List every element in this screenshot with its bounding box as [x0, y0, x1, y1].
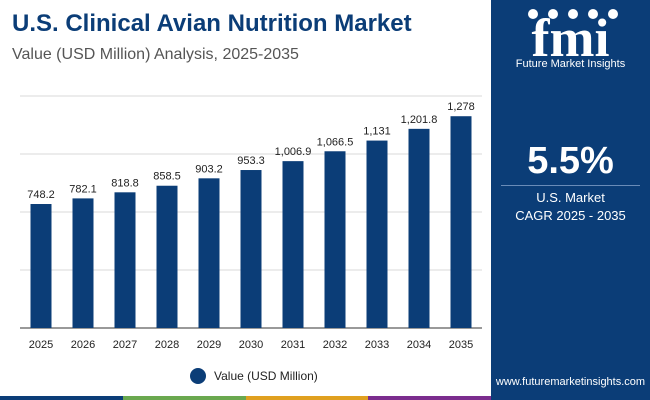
side-panel: fmi Future Market Insights 5.5% U.S. Mar… — [491, 0, 650, 400]
bottom-bar-segment-3 — [245, 396, 369, 400]
x-tick-2035: 2035 — [449, 339, 473, 351]
bar-2031 — [282, 161, 304, 328]
bar-2035 — [450, 116, 472, 329]
brand-name: Future Market Insights — [515, 58, 626, 70]
logo-dot-icon — [528, 9, 538, 19]
bar-2029 — [198, 178, 220, 328]
x-tick-2025: 2025 — [29, 339, 53, 351]
cagr-label-period: CAGR 2025 - 2035 — [515, 208, 626, 223]
cagr-label-market: U.S. Market — [536, 190, 605, 205]
data-label-2033: 1,131 — [363, 126, 391, 138]
data-label-2031: 1,006.9 — [275, 146, 312, 158]
legend-label: Value (USD Million) — [214, 369, 318, 383]
bar-2032 — [324, 151, 346, 328]
x-tick-2030: 2030 — [239, 339, 263, 351]
x-tick-2027: 2027 — [113, 339, 137, 351]
bar-2030 — [240, 170, 262, 328]
data-label-2030: 953.3 — [237, 155, 265, 167]
bottom-bar-segment-4 — [368, 396, 491, 400]
chart-subtitle: Value (USD Million) Analysis, 2025-2035 — [12, 46, 299, 63]
bar-2027 — [114, 192, 136, 328]
data-label-2025: 748.2 — [27, 189, 55, 201]
x-tick-2028: 2028 — [155, 339, 179, 351]
logo-dot-icon — [568, 9, 578, 19]
x-tick-2032: 2032 — [323, 339, 347, 351]
x-tick-2033: 2033 — [365, 339, 389, 351]
logo-dot-icon — [588, 9, 598, 19]
bar-chart: 748.2 2025 782.1 2026 818.8 2027 858.5 2028 903.… — [20, 95, 482, 351]
cagr-value: 5.5% — [527, 140, 614, 182]
x-tick-2034: 2034 — [407, 339, 431, 351]
data-label-2035: 1,278 — [447, 101, 475, 113]
logo-dot-icon — [608, 9, 618, 19]
data-label-2029: 903.2 — [195, 163, 223, 175]
data-label-2034: 1,201.8 — [401, 114, 438, 126]
x-tick-2031: 2031 — [281, 339, 305, 351]
bar-2033 — [366, 140, 388, 328]
x-tick-2029: 2029 — [197, 339, 221, 351]
bottom-bar-segment-1 — [0, 396, 123, 400]
bar-2028 — [156, 185, 178, 328]
data-label-2026: 782.1 — [69, 183, 97, 195]
logo-dot-icon — [548, 9, 558, 19]
bottom-bar-segment-2 — [122, 396, 246, 400]
website-link[interactable]: www.futuremarketinsights.com — [495, 376, 646, 388]
x-tick-2026: 2026 — [71, 339, 95, 351]
bottom-color-bar — [0, 396, 491, 400]
bar-2025 — [30, 204, 52, 328]
data-label-2032: 1,066.5 — [317, 136, 354, 148]
legend: Value (USD Million) — [190, 366, 318, 386]
bar-2034 — [408, 128, 430, 328]
legend-swatch — [190, 368, 206, 384]
data-label-2027: 818.8 — [111, 177, 139, 189]
fmi-logo: fmi — [528, 8, 618, 68]
chart-title: U.S. Clinical Avian Nutrition Market — [12, 10, 412, 37]
bar-2026 — [72, 198, 94, 328]
divider — [501, 185, 640, 186]
data-label-2028: 858.5 — [153, 171, 181, 183]
